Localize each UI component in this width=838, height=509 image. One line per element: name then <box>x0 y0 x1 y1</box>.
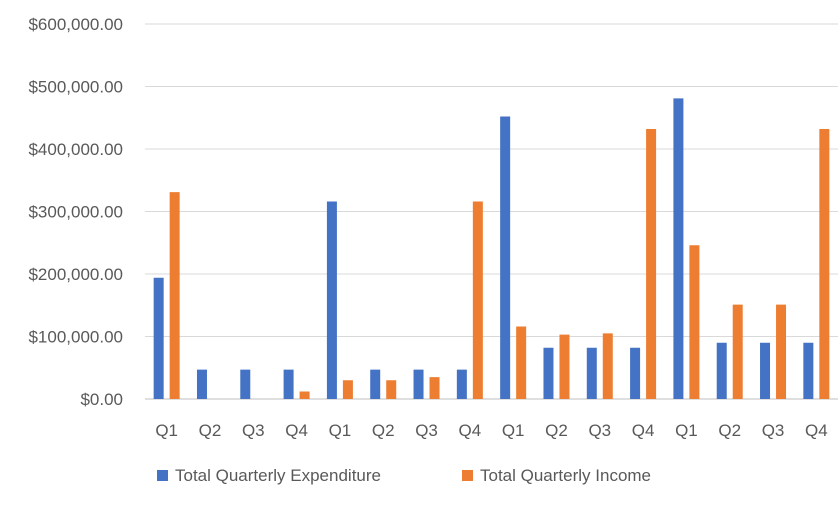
x-tick-label: Q1 <box>502 421 525 440</box>
bar-expenditure <box>716 342 727 399</box>
x-tick-label: Q3 <box>588 421 611 440</box>
x-tick-label: Q2 <box>545 421 568 440</box>
bar-income <box>516 326 527 399</box>
x-tick-label: Q4 <box>632 421 655 440</box>
bar-expenditure <box>500 116 511 399</box>
legend-swatch <box>462 470 473 481</box>
x-tick-label: Q1 <box>675 421 698 440</box>
bar-income <box>646 129 657 399</box>
bar-expenditure <box>240 369 251 399</box>
legend-swatch <box>157 470 168 481</box>
bar-income <box>386 380 397 399</box>
bar-expenditure <box>760 342 771 399</box>
y-tick-label: $100,000.00 <box>28 328 123 347</box>
bar-expenditure <box>326 201 337 399</box>
bar-income <box>732 304 743 399</box>
legend: Total Quarterly Expenditure Total Quarter… <box>157 466 651 485</box>
bar-expenditure <box>543 347 554 399</box>
bar-income <box>472 201 483 399</box>
y-tick-label: $500,000.00 <box>28 78 123 97</box>
bar-income <box>169 192 180 399</box>
x-tick-label: Q2 <box>199 421 222 440</box>
bar-expenditure <box>803 342 814 399</box>
bar-income <box>602 333 613 399</box>
bar-expenditure <box>586 347 597 399</box>
y-tick-label: $300,000.00 <box>28 203 123 222</box>
bar-expenditure <box>413 369 424 399</box>
bar-income <box>819 129 830 399</box>
bar-income <box>689 245 700 399</box>
legend-label: Total Quarterly Income <box>480 466 651 485</box>
bar-expenditure <box>456 369 467 399</box>
bar-expenditure <box>196 369 207 399</box>
gridlines <box>145 23 838 400</box>
bar-expenditure <box>370 369 381 399</box>
legend-label: Total Quarterly Expenditure <box>175 466 381 485</box>
bars <box>153 98 830 399</box>
x-tick-label: Q1 <box>155 421 178 440</box>
bar-expenditure <box>630 347 641 399</box>
bar-income <box>559 334 570 399</box>
x-tick-label: Q2 <box>372 421 395 440</box>
y-tick-label: $0.00 <box>80 390 123 409</box>
x-tick-label: Q4 <box>285 421 308 440</box>
bar-expenditure <box>153 277 164 399</box>
bar-expenditure <box>673 98 684 399</box>
y-tick-label: $400,000.00 <box>28 140 123 159</box>
x-tick-label: Q1 <box>329 421 352 440</box>
y-tick-label: $200,000.00 <box>28 265 123 284</box>
x-tick-label: Q3 <box>242 421 265 440</box>
bar-income <box>429 377 440 399</box>
x-axis-tick-labels: Q1 Q2 Q3 Q4 Q1 Q2 Q3 Q4 Q1 Q2 Q3 Q4 Q1 Q2 Q3 Q4 <box>155 421 827 440</box>
bar-income <box>776 304 787 399</box>
bar-income <box>342 380 353 399</box>
bar-income <box>299 391 310 399</box>
bar-expenditure <box>283 369 294 399</box>
y-axis-tick-labels: $0.00 $100,000.00 $200,000.00 $300,000.00 $4… <box>28 15 123 409</box>
x-tick-label: Q4 <box>805 421 828 440</box>
x-tick-label: Q2 <box>718 421 741 440</box>
y-tick-label: $600,000.00 <box>28 15 123 34</box>
x-tick-label: Q3 <box>762 421 785 440</box>
x-tick-label: Q4 <box>459 421 482 440</box>
x-tick-label: Q3 <box>415 421 438 440</box>
